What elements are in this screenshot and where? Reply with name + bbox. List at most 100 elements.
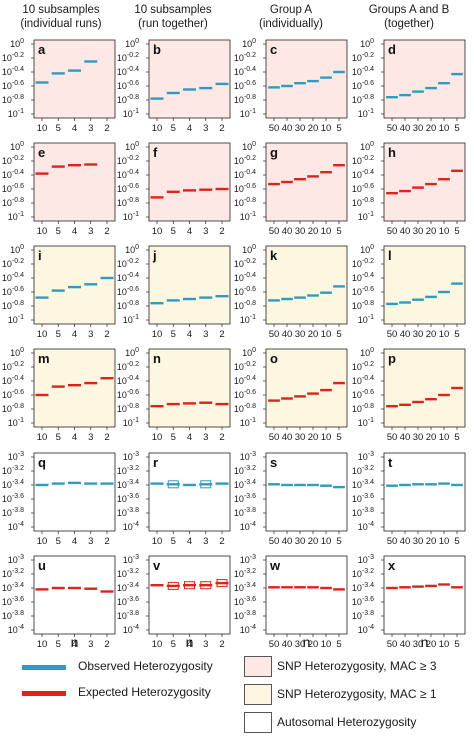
panel-o-ytick-label: 10-0.6 [234,389,256,400]
panel-x-frame [383,555,466,635]
panel-q-xtick-label: 10 [37,536,48,547]
panel-f-ytick-label: 10-0.8 [117,197,139,208]
panel-c-xtick-label: 30 [295,123,306,134]
panel-s-ytick-label: 10-3.4 [234,479,256,490]
panel-f-xtick-label: 2 [219,226,224,237]
panel-l-xtick-label: 20 [426,329,437,340]
panel-j-ytick-label: 10-0.8 [117,300,139,311]
panel-l-xtick-label: 5 [454,329,459,340]
panel-c-xtick-label: 5 [336,123,341,134]
panel-p-ytick-label: 10-0.2 [352,361,374,372]
panel-b-xtick-label: 10 [152,123,163,134]
panel-t-xtick-label: 10 [439,536,450,547]
column-header-4-line1: Groups A and B [368,4,450,16]
panel-n: n 100 10-0.2 10-0.4 10-0.6 10-0.8 10-1 10 5 4 3 2 [117,347,231,443]
column-header-1: 10 subsamples (individual runs) [6,3,116,31]
panel-s-ytick-label: 10-3.2 [234,465,256,476]
panel-p-xtick-label: 40 [400,432,411,443]
panel-e-ytick-label: 10-0.8 [2,197,24,208]
x-axis-title-1: n [71,634,79,650]
panel-r: r 10-3 10-3.2 10-3.4 10-3.6 10-3.8 10-4 10 5 4 3 2 [117,451,231,547]
panel-u-ytick-label: 10-3.6 [2,596,24,607]
panel-u-xtick-label: 5 [56,639,61,650]
x-axis-title-2: n [186,634,194,650]
panel-r-xtick-label: 5 [171,536,176,547]
panel-r-letter: r [153,455,158,470]
panel-a-ytick-label: 100 [10,38,24,49]
panel-w-ytick-label: 10-3.6 [234,596,256,607]
panel-f-ytick-label: 10-0.4 [117,169,139,180]
panel-n-frame [148,348,231,428]
panel-m: m 100 10-0.2 10-0.4 10-0.6 10-0.8 10-1 10 5 4 3 2 [2,347,116,443]
panel-l-ytick-label: 10-0.6 [352,286,374,297]
panel-s-xtick-label: 10 [321,536,332,547]
panel-s-ytick-label: 10-4 [240,521,256,532]
panel-i-ytick-label: 10-0.2 [2,258,24,269]
panel-e-xtick-label: 3 [88,226,93,237]
panel-m-ytick-label: 10-1 [8,417,24,428]
panel-p-xtick-label: 10 [439,432,450,443]
panel-g-ytick-label: 10-1 [240,211,256,222]
panel-g-ytick-label: 10-0.8 [234,197,256,208]
panel-i-xtick-label: 3 [88,329,93,340]
panel-u-xtick-label: 4 [72,639,77,650]
panel-e-xtick-label: 4 [72,226,77,237]
panel-i-xtick-label: 2 [104,329,109,340]
panel-o-xtick-label: 30 [295,432,306,443]
panel-j-letter: j [152,248,157,263]
panel-p-ytick-label: 10-1 [358,417,374,428]
panel-i-xtick-label: 4 [72,329,77,340]
panel-e: e 100 10-0.2 10-0.4 10-0.6 10-0.8 10-1 10 5 4 3 2 [2,141,116,237]
x-axis-title-3: n [303,634,311,650]
panel-m-letter: m [38,351,50,366]
panel-g-xtick-label: 5 [336,226,341,237]
panel-r-ytick-label: 10-3.2 [117,465,139,476]
panel-o-ytick-label: 10-1 [240,417,256,428]
panel-k-xtick-label: 30 [295,329,306,340]
panel-b-xtick-label: 4 [187,123,192,134]
panel-f-xtick-label: 5 [171,226,176,237]
panel-f-ytick-label: 10-0.6 [117,183,139,194]
panel-l-ytick-label: 100 [360,244,374,255]
panel-f: f 100 10-0.2 10-0.4 10-0.6 10-0.8 10-1 10 5 4 3 2 [117,141,231,237]
panel-p: p 100 10-0.2 10-0.4 10-0.6 10-0.8 10-1 50 40 30 20… [352,347,466,443]
panel-q-letter: q [38,455,46,470]
panel-a: a 100 10-0.2 10-0.4 10-0.6 10-0.8 10-1 10 5 4 3 2 [2,38,116,134]
panel-s-xtick-label: 30 [295,536,306,547]
panel-d-xtick-label: 50 [387,123,398,134]
panel-c-letter: c [270,42,277,57]
panel-x-xtick-label: 30 [413,639,424,650]
panel-q-xtick-label: 4 [72,536,77,547]
panel-j-xtick-label: 5 [171,329,176,340]
panel-n-ytick-label: 100 [125,347,139,358]
panel-l-xtick-label: 10 [439,329,450,340]
panel-v-xtick-label: 10 [152,639,163,650]
panel-t-xtick-label: 30 [413,536,424,547]
panel-s-xtick-label: 5 [336,536,341,547]
panel-k: k 100 10-0.2 10-0.4 10-0.6 10-0.8 10-1 50 40 30 20… [234,244,348,340]
panel-u-ytick-label: 10-3 [8,554,24,565]
panel-r-xtick-label: 2 [219,536,224,547]
panel-p-ytick-label: 10-0.6 [352,389,374,400]
panel-m-ytick-label: 100 [10,347,24,358]
panel-g-ytick-label: 10-0.2 [234,155,256,166]
panel-l-xtick-label: 30 [413,329,424,340]
panel-i-letter: i [38,248,42,263]
panel-g-ytick-label: 10-0.6 [234,183,256,194]
panel-s-ytick-label: 10-3.8 [234,507,256,518]
panel-x-ytick-label: 10-3 [358,554,374,565]
legend-auto-label: Autosomal Heterozygosity [277,715,417,729]
panel-b: b 100 10-0.2 10-0.4 10-0.6 10-0.8 10-1 10 5 4 3 2 [117,38,231,134]
panel-c-ytick-label: 10-0.6 [234,80,256,91]
panel-b-xtick-label: 5 [171,123,176,134]
panel-i-xtick-label: 10 [37,329,48,340]
panel-g-ytick-label: 10-0.4 [234,169,256,180]
panel-g-xtick-label: 30 [295,226,306,237]
panel-l: l 100 10-0.2 10-0.4 10-0.6 10-0.8 10-1 50 40 30 20… [352,244,466,340]
legend-auto-box [244,712,272,733]
panel-q: q 10-3 10-3.2 10-3.4 10-3.6 10-3.8 10-4 10 5 4 3 2 [2,451,116,547]
panel-f-letter: f [153,145,158,160]
column-header-2-line1: 10 subsamples [134,4,212,16]
panel-c-xtick-label: 10 [321,123,332,134]
